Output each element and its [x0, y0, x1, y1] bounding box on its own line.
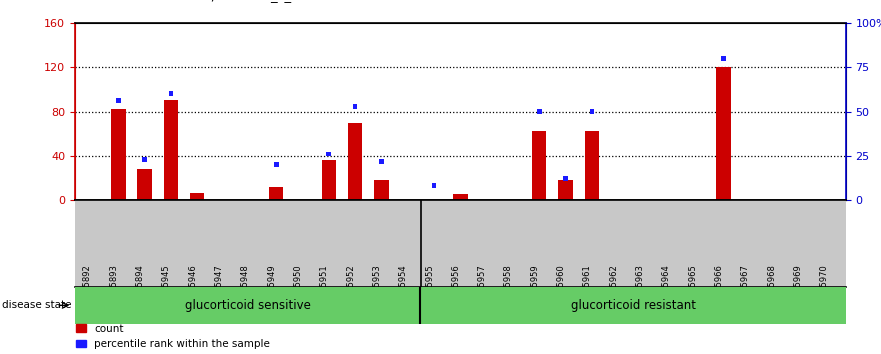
- Bar: [274, 162, 278, 167]
- Bar: [168, 91, 174, 96]
- Text: disease state: disease state: [2, 300, 71, 310]
- Bar: [75, 287, 420, 324]
- Bar: [420, 287, 846, 324]
- Bar: [116, 98, 121, 103]
- Bar: [537, 109, 542, 114]
- Bar: [716, 67, 730, 200]
- Bar: [379, 159, 384, 164]
- Text: GDS2493 / 204850_s_at: GDS2493 / 204850_s_at: [145, 0, 305, 2]
- Bar: [532, 131, 546, 200]
- Bar: [585, 131, 599, 200]
- Text: glucorticoid resistant: glucorticoid resistant: [571, 299, 696, 312]
- Bar: [190, 193, 204, 200]
- Legend: count, percentile rank within the sample: count, percentile rank within the sample: [76, 324, 270, 349]
- Bar: [111, 109, 125, 200]
- Text: glucorticoid sensitive: glucorticoid sensitive: [185, 299, 311, 312]
- Bar: [432, 183, 436, 188]
- Bar: [374, 180, 389, 200]
- Bar: [164, 101, 178, 200]
- Bar: [326, 152, 331, 156]
- Bar: [322, 160, 336, 200]
- Bar: [137, 169, 152, 200]
- Bar: [559, 180, 573, 200]
- Bar: [453, 194, 468, 200]
- Bar: [142, 157, 147, 162]
- Bar: [721, 56, 726, 61]
- Bar: [589, 109, 595, 114]
- Bar: [348, 122, 362, 200]
- Bar: [563, 176, 568, 181]
- Bar: [269, 187, 284, 200]
- Bar: [352, 104, 358, 109]
